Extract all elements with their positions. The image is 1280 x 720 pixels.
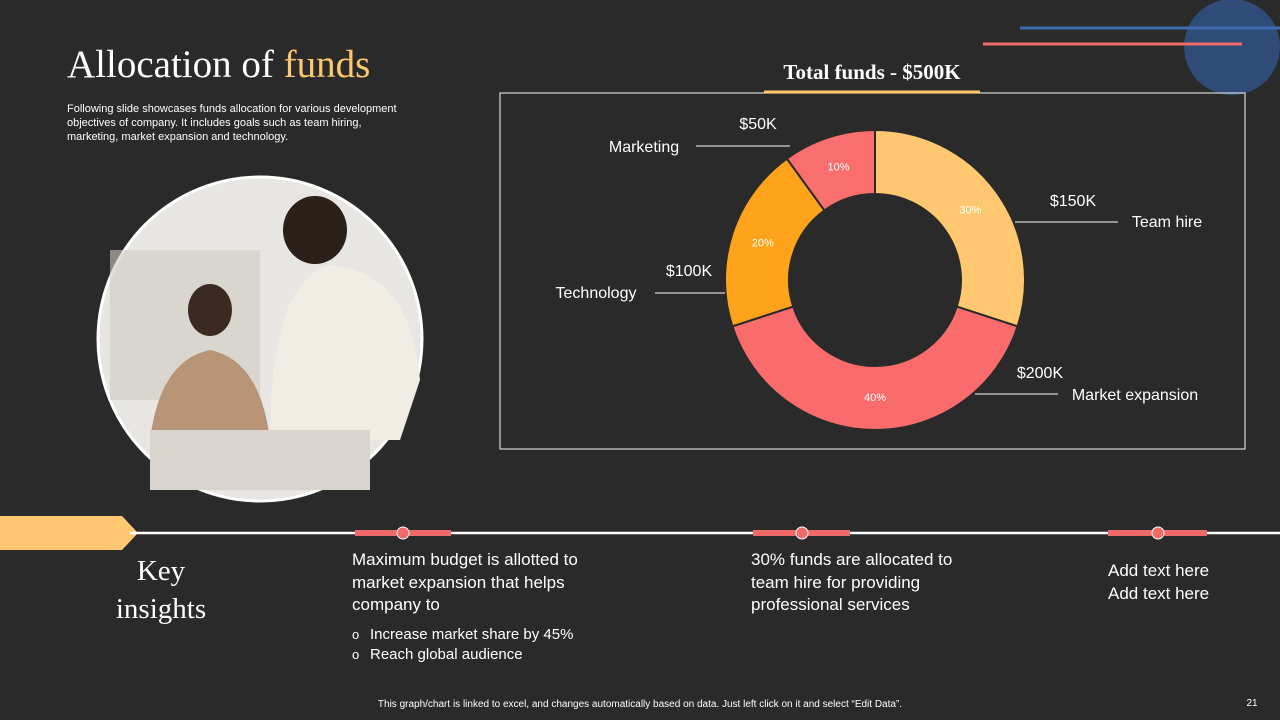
bullet: o Reach global audience [352,645,523,663]
donut-slice [874,128,1026,328]
insight: 30% funds are allocated to team hire for… [751,550,953,614]
title-text: Allocation of [67,43,274,86]
photo-shape [283,196,347,264]
footer-note: This graph/chart is linked to excel, and… [377,699,903,710]
insight: Add text here Add text here [1108,560,1268,605]
amount-label: $150K [1050,193,1097,210]
percent-label: 10% [828,162,850,174]
bullet: o Increase market share by 45% [352,625,574,643]
insights-heading: Key insights [90,552,232,628]
photo-shape [270,265,420,440]
photo-shape [150,430,370,490]
category-label: Technology [556,285,637,302]
donut-slice [785,128,876,212]
chart-title: Total funds - $500K [783,60,961,84]
donut-slice [724,157,826,328]
photo-shape [150,350,270,440]
description: Following slide showcases funds allocati… [67,103,397,143]
insight-line: Add text here [1108,583,1210,603]
bullet-text: Reach global audience [370,645,523,663]
category-label: Team hire [1132,214,1202,231]
category-label: Market expansion [1072,387,1198,404]
heading-line: insights [115,593,207,625]
amount-label: $200K [1017,365,1064,382]
title: Allocation of funds [67,42,370,87]
marker-dot [1151,526,1165,540]
decor-circle [1184,0,1280,95]
timeline-markers [355,526,1207,540]
marker-dot [795,526,809,540]
insight-text: Maximum budget is allotted to market exp… [352,550,578,614]
bullet-text: Increase market share by 45% [370,625,574,643]
title-highlight: funds [283,43,371,86]
page-number: 21 [1246,698,1258,709]
percent-label: 40% [864,392,886,404]
timeline-tag [0,516,138,550]
amount-label: $50K [739,116,777,133]
marker-dot [396,526,410,540]
amount-label: $100K [666,263,713,280]
percent-label: 30% [959,205,981,217]
percent-label: 20% [752,237,774,249]
heading-line: Key [136,555,186,587]
insight-line: Add text here [1108,561,1210,580]
donut-slice [731,305,1019,431]
insight: Maximum budget is allotted to market exp… [352,549,622,665]
donut-chart: 30% $150K Team hire 40% $200K Market expansio… [556,116,1202,431]
bullet-list: o Increase market share by 45% o Reach glo… [352,625,622,665]
photo-shape [188,284,232,336]
category-label: Marketing [609,139,679,156]
